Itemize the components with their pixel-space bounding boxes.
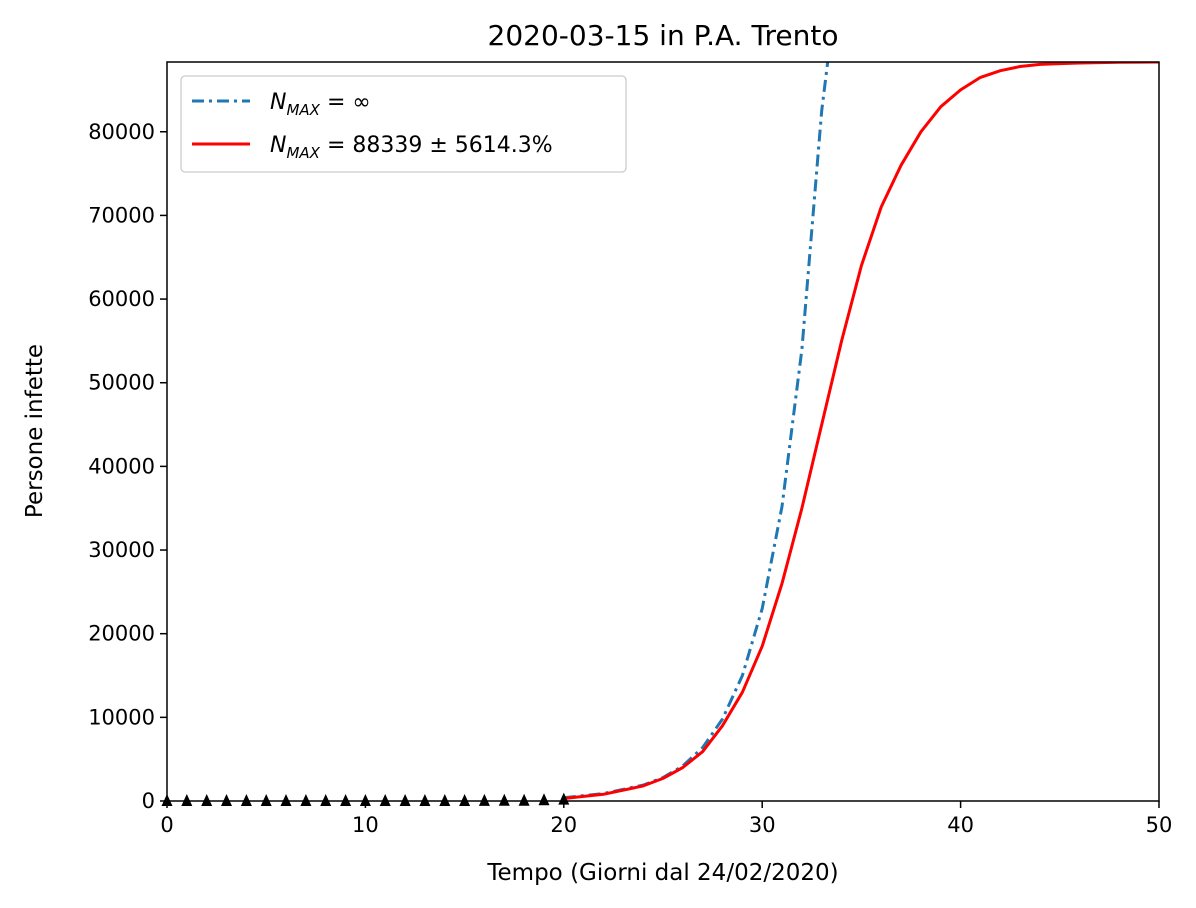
observed-point: [439, 794, 451, 806]
x-tick-label: 50: [1146, 813, 1173, 837]
observed-point: [379, 794, 391, 806]
observed-point: [498, 793, 510, 806]
observed-point: [340, 794, 352, 806]
observed-point: [260, 794, 272, 806]
observed-point: [518, 793, 530, 806]
y-tick-label: 20000: [88, 622, 155, 646]
y-tick-label: 40000: [88, 454, 155, 478]
observed-point: [221, 794, 232, 806]
y-tick-label: 60000: [88, 287, 155, 311]
axes-frame: [166, 61, 1160, 802]
observed-point: [538, 793, 550, 806]
x-tick-label: 10: [352, 813, 379, 837]
y-tick-label: 70000: [88, 203, 155, 227]
series-logistic: [563, 62, 1159, 800]
y-tick-label: 10000: [88, 705, 155, 729]
observed-point: [478, 793, 490, 806]
x-tick-label: 0: [160, 813, 173, 837]
y-tick-label: 0: [142, 789, 155, 813]
observed-point: [280, 794, 292, 806]
observed-point: [300, 794, 312, 806]
legend-label-exponential: NMAX = ∞: [270, 90, 371, 119]
observed-point: [320, 794, 332, 806]
chart-title: 2020-03-15 in P.A. Trento: [488, 19, 839, 52]
y-axis: 0 10000 20000 30000 40000 50000 60000 70000 8000…: [88, 120, 167, 813]
x-axis: 0 10 20 30 40 50: [160, 801, 1172, 837]
legend-label-logistic: NMAX = 88339 ± 5614.3%: [270, 133, 553, 162]
series-logistic-line: [563, 62, 1159, 800]
y-tick-label: 80000: [88, 120, 155, 144]
observed-point: [181, 794, 193, 806]
x-tick-label: 20: [550, 813, 577, 837]
y-axis-label: Persone infette: [22, 344, 48, 518]
legend-box: [180, 75, 627, 173]
observed-point: [359, 794, 371, 806]
observed-point: [240, 794, 252, 806]
legend: NMAX = ∞ NMAX = 88339 ± 5614.3%: [180, 75, 627, 173]
x-tick-label: 40: [947, 813, 974, 837]
x-axis-label: Tempo (Giorni dal 24/02/2020): [486, 860, 838, 886]
y-tick-label: 50000: [88, 371, 155, 395]
y-tick-label: 30000: [88, 538, 155, 562]
x-tick-label: 30: [749, 813, 776, 837]
series-observed: [161, 792, 570, 806]
observed-point: [201, 794, 213, 806]
observed-point: [399, 794, 411, 806]
observed-point: [419, 794, 431, 806]
observed-point: [459, 794, 471, 806]
plot-area: [161, 61, 1160, 806]
